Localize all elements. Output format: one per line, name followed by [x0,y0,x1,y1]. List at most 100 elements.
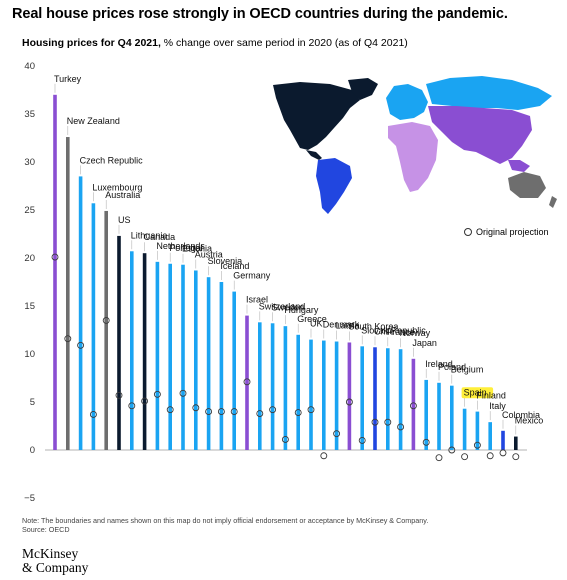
y-tick-label: −5 [24,493,35,504]
country-label: US [118,215,131,225]
legend-label: Original projection [476,227,549,237]
bar [283,326,288,450]
map-new-zealand [549,196,557,208]
logo-line1: McKinsey [22,546,79,561]
projection-marker [243,378,251,386]
y-tick-label: 5 [30,397,35,408]
country-label: Switzerland [259,301,306,311]
bar [53,94,57,451]
projection-marker [486,452,494,460]
bar-chart: −5 0 5 10 15 20 25 30 35 40 Turkey New Zealand Czec… [24,61,557,504]
bar [66,137,70,451]
projection-marker [358,436,366,444]
country-label: Israel [246,295,268,305]
y-tick-label: 35 [24,109,35,120]
source-text: Source: OECD [22,525,70,534]
country-label: Greece [297,314,327,324]
projection-marker [294,409,302,417]
projection-marker [320,452,328,460]
country-label: Hungary [284,305,319,315]
country-label: Belgium [451,365,484,375]
bar [475,411,480,450]
projection-markers [51,253,520,462]
country-label: Poland [438,362,466,372]
map-greenland [348,78,378,100]
bar [155,261,160,450]
country-label: New Zealand [67,116,120,126]
y-tick-label: 40 [24,61,35,72]
projection-marker [128,402,136,410]
projection-ring-icon [464,228,472,236]
country-label: Ireland [425,359,453,369]
projection-marker [409,402,417,410]
projection-marker [217,408,225,416]
country-label: Mexico [515,416,544,426]
country-label: Chile [374,326,395,336]
highlight-marker [461,387,494,399]
country-label: Luxembourg [92,182,142,192]
map-central-america [306,150,322,160]
country-label: Italy [489,401,506,411]
country-label: Japan [412,338,437,348]
country-labels: Turkey New Zealand Czech Republic Luxembour… [54,74,543,435]
country-label: Portugal [169,243,203,253]
map-north-asia [426,76,552,110]
country-label: Colombia [502,410,540,420]
country-label: Estonia [182,244,212,254]
bar [104,210,108,450]
map-australia [508,172,546,198]
country-label: Norway [400,328,431,338]
country-label: Lithuania [131,230,168,240]
map-southeast-asia [508,160,530,172]
bar [514,436,518,450]
bar [411,358,416,450]
bar [386,348,390,450]
projection-marker [166,406,174,414]
bar [219,282,224,450]
projection-marker [51,253,59,261]
country-label: Czech Republic [80,155,144,165]
projection-marker [512,453,520,461]
country-label: Turkey [54,74,82,84]
world-map [273,76,557,214]
country-label: Germany [233,271,271,281]
projection-marker [256,410,264,417]
note-text: Note: The boundaries and names shown on … [22,516,429,525]
bar [450,385,454,450]
map-africa [388,122,438,192]
projection-marker [205,408,213,416]
bars [53,94,518,451]
bar [322,340,326,450]
bar [347,342,352,450]
bar [258,322,262,450]
projection-marker [384,418,392,426]
projection-marker [179,389,187,397]
projection-marker [499,449,507,457]
bar [168,263,172,450]
bar [245,315,249,450]
y-tick-label: 10 [24,349,35,360]
y-tick-label: 30 [24,157,35,168]
country-label: South Korea [348,321,398,331]
bar [488,422,492,450]
footnote: Note: The boundaries and names shown on … [22,516,428,534]
y-axis: −5 0 5 10 15 20 25 30 35 40 [24,61,527,504]
bar [309,339,313,450]
projection-marker [153,390,161,398]
bar [130,251,134,450]
projection-marker [473,441,481,449]
bar [334,341,339,450]
legend: Original projection [464,227,549,237]
projection-marker [435,454,443,462]
bar [424,379,428,450]
chart-subtitle: Housing prices for Q4 2021, % change ove… [22,37,408,49]
country-label: UK [310,319,323,329]
bar [360,346,364,450]
projection-marker [461,453,469,461]
map-asia [428,106,532,164]
country-label: Australia [105,190,140,200]
bar [181,264,185,450]
country-label: Sweden [272,302,305,312]
projection-marker [141,397,149,405]
bar [437,382,441,450]
